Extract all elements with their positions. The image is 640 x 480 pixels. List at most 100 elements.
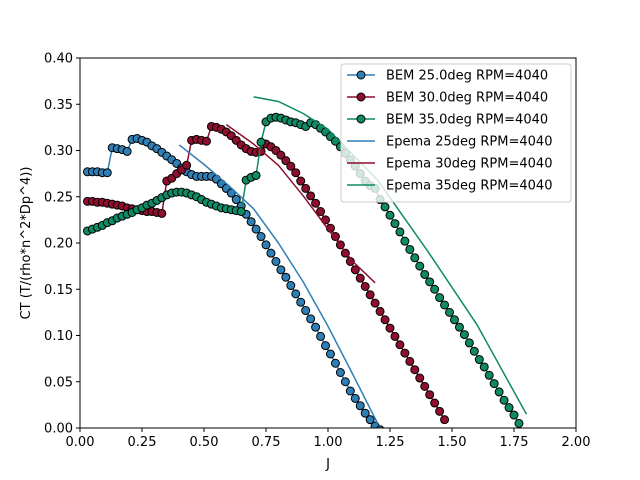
data-point	[405, 356, 415, 366]
data-point	[360, 408, 370, 418]
data-point	[449, 315, 459, 325]
data-point	[405, 244, 415, 254]
data-point	[281, 272, 291, 282]
y-tick-label: 0.20	[44, 237, 73, 252]
data-point	[350, 265, 360, 275]
data-point	[182, 160, 192, 170]
x-axis-ticks: 0.00 0.25 0.50 0.75 1.00 1.25 1.50 1.75 2.00	[66, 428, 591, 450]
series-line	[178, 144, 379, 424]
x-tick-label: 2.00	[562, 435, 591, 450]
data-point	[499, 395, 509, 405]
data-point	[335, 368, 345, 377]
x-tick-label: 0.75	[252, 435, 281, 450]
data-point	[316, 331, 326, 341]
data-point	[360, 281, 370, 291]
data-point	[271, 257, 281, 266]
legend-swatch-marker	[356, 70, 366, 80]
data-point	[321, 341, 331, 351]
data-point	[350, 393, 360, 403]
data-point	[489, 379, 499, 389]
data-point	[415, 261, 425, 271]
series-2	[82, 121, 450, 425]
y-tick-label: 0.30	[44, 144, 73, 159]
legend-swatch-marker	[356, 114, 366, 124]
series-3	[82, 112, 524, 428]
data-point	[440, 415, 450, 425]
data-point	[469, 346, 479, 356]
legend-swatch-marker	[356, 92, 366, 102]
data-point	[484, 370, 494, 380]
series-line	[225, 123, 376, 284]
data-point	[390, 331, 400, 341]
data-point	[291, 168, 301, 178]
data-point	[464, 338, 474, 348]
y-tick-label: 0.35	[44, 98, 73, 113]
x-axis-label: J	[325, 457, 330, 472]
data-point	[415, 373, 425, 383]
data-point	[509, 410, 519, 420]
legend-label: BEM 30.0deg RPM=4040	[386, 91, 548, 106]
data-point	[291, 289, 301, 299]
data-point	[266, 248, 276, 258]
data-point	[445, 307, 455, 317]
data-point	[425, 390, 435, 400]
y-tick-label: 0.05	[44, 375, 73, 390]
data-point	[306, 191, 316, 201]
y-tick-label: 0.25	[44, 190, 73, 205]
data-point	[494, 387, 504, 397]
x-tick-label: 0.25	[128, 435, 157, 450]
data-point	[340, 377, 350, 387]
data-point	[281, 156, 291, 166]
data-point	[385, 323, 395, 333]
x-tick-label: 1.50	[438, 435, 467, 450]
data-point	[370, 298, 380, 308]
data-point	[514, 418, 524, 428]
data-point	[306, 314, 316, 324]
data-point	[102, 168, 112, 178]
x-tick-label: 1.25	[376, 435, 405, 450]
data-point	[395, 227, 405, 237]
data-point	[380, 315, 390, 325]
data-point	[330, 358, 340, 368]
data-point	[286, 281, 296, 291]
data-point	[430, 284, 440, 294]
data-point	[400, 348, 410, 358]
data-point	[365, 415, 375, 425]
data-point	[355, 401, 365, 411]
series-5	[225, 123, 376, 284]
data-point	[316, 207, 326, 217]
data-point	[251, 170, 261, 180]
data-point	[157, 208, 167, 218]
data-point	[474, 355, 484, 365]
legend-label: Epema 25deg RPM=4040	[386, 135, 552, 150]
data-point	[385, 210, 395, 220]
data-point	[410, 365, 420, 375]
data-point	[365, 290, 375, 300]
data-point	[400, 236, 410, 246]
data-point	[430, 398, 440, 408]
legend-frame	[340, 63, 572, 203]
data-point	[345, 386, 355, 396]
data-point	[256, 232, 266, 242]
data-point	[479, 362, 489, 372]
data-point	[251, 224, 261, 234]
data-point	[311, 198, 321, 208]
x-tick-label: 1.75	[500, 435, 529, 450]
data-point	[395, 340, 405, 350]
data-point	[375, 425, 385, 428]
data-point	[435, 406, 445, 416]
data-point	[276, 265, 286, 275]
data-point	[286, 161, 296, 171]
x-tick-label: 0.50	[190, 435, 219, 450]
data-point	[226, 188, 236, 198]
legend-item: Epema 35deg RPM=4040	[347, 179, 552, 194]
series-1	[82, 133, 385, 428]
series-4	[178, 144, 379, 424]
y-axis-ticks: 0.00 0.05 0.10 0.15 0.20 0.25 0.30 0.35 0.40	[44, 52, 80, 437]
data-point	[355, 273, 365, 283]
data-point	[435, 293, 445, 303]
legend-label: Epema 30deg RPM=4040	[386, 157, 552, 172]
y-tick-label: 0.15	[44, 283, 73, 298]
data-point	[380, 202, 390, 212]
